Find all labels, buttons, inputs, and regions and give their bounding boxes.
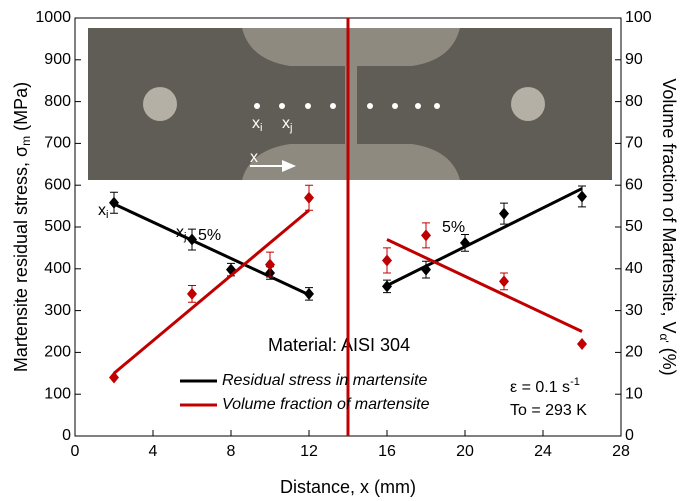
marker <box>382 254 392 267</box>
x-tick-label: 12 <box>300 443 318 460</box>
x-tick-label: 24 <box>534 443 552 460</box>
fit-line <box>386 238 583 333</box>
x-tick-label: 28 <box>612 443 630 460</box>
marker <box>421 263 431 276</box>
marker <box>460 236 470 249</box>
y2-tick-label: 50 <box>625 218 643 235</box>
x-tick-label: 4 <box>149 443 158 460</box>
annotation: To = 293 K <box>510 402 587 419</box>
marker <box>382 280 392 293</box>
photo-label: xj <box>282 115 292 134</box>
marker <box>304 191 314 204</box>
y-tick-label: 600 <box>44 176 71 193</box>
annotation: ε = 0.1 s-1 <box>510 376 580 396</box>
y2-tick-label: 90 <box>625 51 643 68</box>
marker <box>187 233 197 246</box>
x-tick-label: 16 <box>378 443 396 460</box>
y2-tick-label: 100 <box>625 9 652 26</box>
fit-line <box>113 209 310 375</box>
x-tick-label: 20 <box>456 443 474 460</box>
annotation: 5% <box>198 227 221 244</box>
y2-tick-label: 20 <box>625 344 643 361</box>
marker <box>577 338 587 351</box>
y-tick-label: 500 <box>44 218 71 235</box>
y2-tick-label: 70 <box>625 135 643 152</box>
marker <box>109 371 119 384</box>
marker <box>499 275 509 288</box>
photo-label: xi <box>252 115 262 134</box>
specimen-photo <box>88 28 612 180</box>
marker <box>577 190 587 203</box>
x-tick-label: 8 <box>227 443 236 460</box>
y-axis-label: Martensite residual stress, σm (MPa) <box>11 82 33 372</box>
x-axis-label: Distance, x (mm) <box>280 477 416 497</box>
y-tick-label: 700 <box>44 135 71 152</box>
marker <box>304 287 314 300</box>
y-tick-label: 0 <box>62 427 71 444</box>
marker <box>499 207 509 220</box>
y2-tick-label: 40 <box>625 260 643 277</box>
y2-tick-label: 30 <box>625 302 643 319</box>
annotation: 5% <box>442 219 465 236</box>
marker <box>187 287 197 300</box>
y2-tick-label: 0 <box>625 427 634 444</box>
y-tick-label: 400 <box>44 260 71 277</box>
marker <box>421 229 431 242</box>
y-tick-label: 300 <box>44 302 71 319</box>
x-tick-label: 0 <box>71 443 80 460</box>
fit-line <box>113 202 310 297</box>
photo-label: x <box>250 149 258 166</box>
y2-tick-label: 60 <box>625 176 643 193</box>
marker <box>109 196 119 209</box>
annotation: Material: AISI 304 <box>268 335 410 355</box>
y-tick-label: 900 <box>44 51 71 68</box>
y-tick-label: 800 <box>44 93 71 110</box>
legend-label: Residual stress in martensite <box>222 372 428 389</box>
y2-tick-label: 10 <box>625 385 643 402</box>
point-label: xi <box>98 202 108 221</box>
fit-line <box>386 187 583 287</box>
marker <box>265 258 275 271</box>
y-tick-label: 1000 <box>35 9 71 26</box>
y2-axis-label: Volume fraction of Martensite, Vα' (%) <box>657 78 679 375</box>
y2-tick-label: 80 <box>625 93 643 110</box>
y-tick-label: 200 <box>44 344 71 361</box>
y-tick-label: 100 <box>44 385 71 402</box>
legend-label: Volume fraction of martensite <box>222 396 430 413</box>
